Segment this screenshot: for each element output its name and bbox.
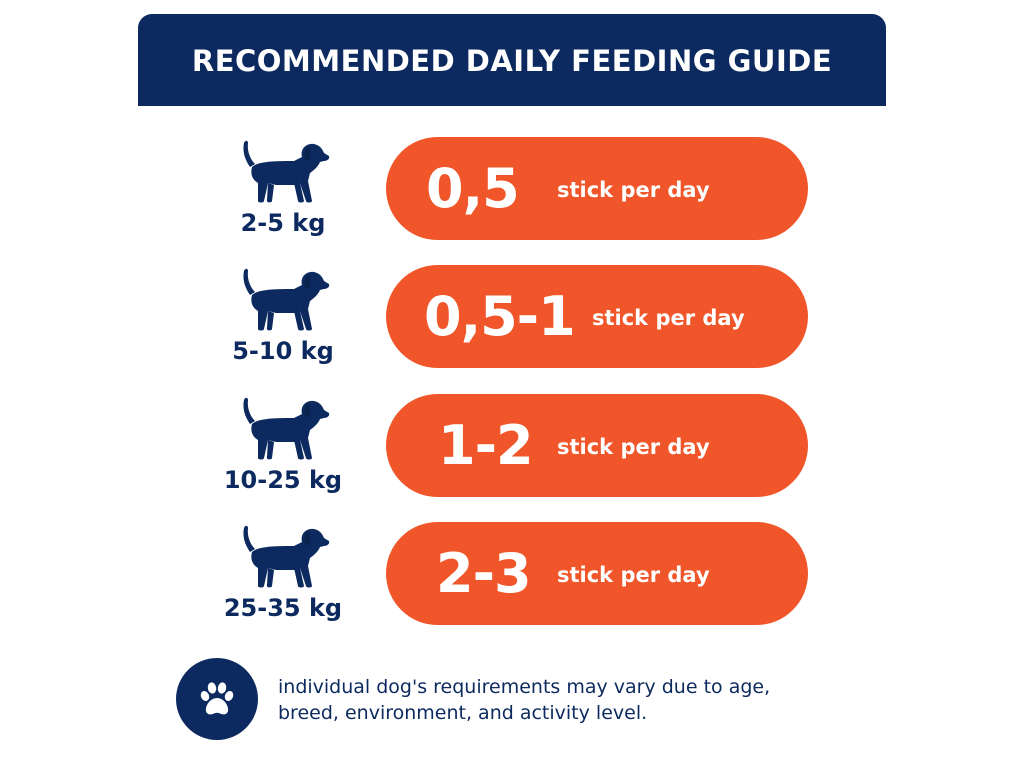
weight-label: 5-10 kg [232,337,334,365]
dog-icon [228,265,332,335]
dog-weight-block: 10-25 kg [210,394,356,522]
dosage-pill: 2-3 stick per day [386,522,808,625]
dog-weight-block: 25-35 kg [210,522,356,650]
dosage-amount: 0,5 [426,157,520,220]
weight-label: 25-35 kg [223,594,343,622]
dosage-pill: 1-2 stick per day [386,394,808,497]
weight-label: 10-25 kg [223,466,343,494]
dosage-pill: 0,5-1 stick per day [386,265,808,368]
page-title: RECOMMENDED DAILY FEEDING GUIDE [191,44,833,78]
dog-icon [228,522,332,592]
feeding-disclaimer: individual dog's requirements may vary d… [278,674,868,726]
dog-icon [228,137,332,207]
feeding-row: 10-25 kg 1-2 stick per day [0,394,1024,522]
dosage-amount: 1-2 [438,414,534,477]
header-banner: RECOMMENDED DAILY FEEDING GUIDE [138,14,886,106]
feeding-row: 25-35 kg 2-3 stick per day [0,522,1024,650]
weight-label: 2-5 kg [240,209,326,237]
dog-weight-block: 5-10 kg [210,265,356,393]
paw-icon [200,682,234,715]
dog-icon [228,394,332,464]
dosage-amount: 2-3 [436,542,532,605]
dosage-unit: stick per day [557,435,710,459]
feeding-row: 2-5 kg 0,5 stick per day [0,137,1024,265]
feeding-row: 5-10 kg 0,5-1 stick per day [0,265,1024,393]
footer-note: individual dog's requirements may vary d… [176,658,876,740]
dosage-pill: 0,5 stick per day [386,137,808,240]
paw-badge [176,658,258,740]
dog-weight-block: 2-5 kg [210,137,356,265]
dosage-amount: 0,5-1 [424,285,576,348]
note-line: individual dog's requirements may vary d… [278,676,771,698]
dosage-unit: stick per day [557,178,710,202]
note-line: breed, environment, and activity level. [278,702,648,724]
dosage-unit: stick per day [592,306,745,330]
dosage-unit: stick per day [557,563,710,587]
